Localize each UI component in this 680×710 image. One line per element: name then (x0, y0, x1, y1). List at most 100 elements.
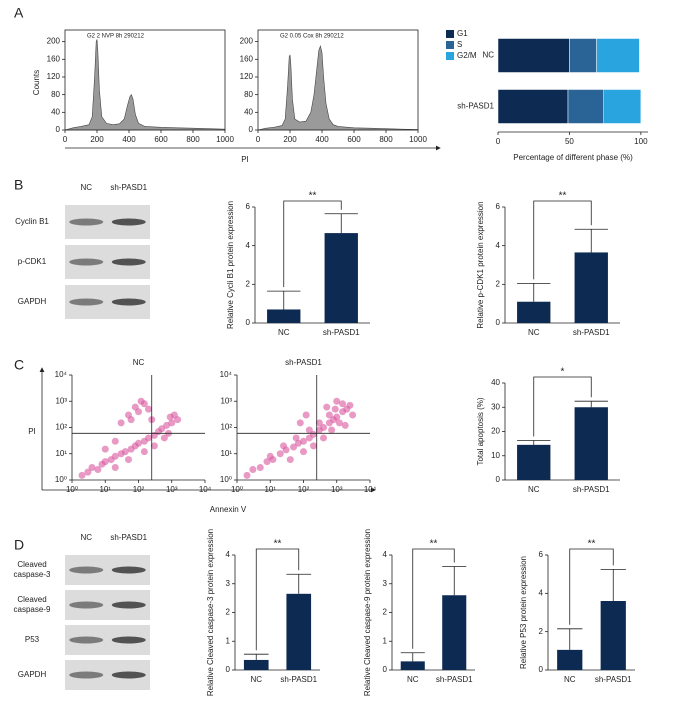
blot-column-label: NC (80, 533, 93, 542)
scatter-point (101, 445, 109, 453)
x-tick-label: 800 (186, 135, 200, 144)
y-tick-label: 40 (244, 107, 253, 116)
y-tick-label: 30 (491, 402, 500, 411)
y-axis-label: Total apoptosis (%) (476, 397, 485, 465)
y-tick-label: 10² (55, 423, 67, 432)
x-tick-label: NC (528, 485, 540, 494)
y-tick-label: 0 (496, 318, 501, 327)
y-axis-label: Relative P53 protein expression (519, 556, 528, 669)
y-tick-label: 1 (383, 636, 388, 645)
y-tick-label: 80 (244, 90, 253, 99)
scatter-point (305, 426, 313, 434)
significance-label: * (561, 367, 565, 378)
scatter-point (300, 437, 307, 445)
y-tick-label: 3 (226, 579, 231, 588)
x-tick-label: 200 (90, 135, 104, 144)
scatter-point (249, 466, 257, 474)
scatter-point (145, 405, 153, 413)
legend-swatch (446, 30, 454, 38)
y-tick-label: 10³ (55, 396, 67, 405)
x-tick-label: 600 (154, 135, 168, 144)
blot-row-label: Cleaved caspase-3 (13, 560, 51, 579)
y-tick-label: 80 (51, 90, 60, 99)
scatter-point (341, 421, 349, 429)
scatter-point (325, 411, 333, 419)
x-tick-label: sh-PASD1 (436, 675, 473, 684)
category-label: NC (482, 51, 494, 60)
scatter-point (127, 416, 135, 424)
bar (286, 593, 312, 670)
y-tick-label: 2 (496, 279, 501, 288)
y-tick-label: 2 (539, 627, 544, 636)
x-tick-label: 1000 (216, 135, 234, 144)
scatter-point (111, 452, 119, 460)
legend-label: G1 (457, 29, 468, 38)
plot-title: G2 2 NVP 8h 290212 (87, 34, 145, 40)
significance-bracket (283, 200, 342, 288)
scatter-point (333, 413, 341, 421)
y-tick-label: 40 (51, 107, 60, 116)
scatter-point (145, 434, 153, 442)
y-tick-label: 0 (56, 125, 61, 134)
y-axis-label: Relative p-CDK1 protein expression (476, 201, 485, 328)
blot-band (111, 566, 146, 574)
y-tick-label: 10¹ (220, 449, 232, 458)
scatter-point (296, 419, 304, 427)
x-tick-label: NC (564, 675, 576, 684)
x-tick-label: sh-PASD1 (595, 675, 632, 684)
panel-label: B (14, 177, 23, 193)
x-tick-label: 0 (496, 137, 501, 146)
y-tick-label: 1 (226, 636, 231, 645)
bar (574, 407, 608, 480)
blot-band (69, 601, 104, 609)
x-tick-label: sh-PASD1 (573, 485, 610, 494)
x-tick-label: 600 (347, 135, 361, 144)
scatter-point (111, 437, 119, 445)
x-tick-label: 0 (63, 135, 68, 144)
histogram-area (64, 39, 226, 131)
x-tick-label: NC (278, 328, 290, 337)
plot-frame (257, 29, 419, 131)
significance-bracket (569, 548, 614, 625)
panel-label: C (14, 357, 24, 373)
x-axis-label: Annexin V (210, 505, 247, 514)
scatter-point (111, 463, 119, 471)
x-tick-label: sh-PASD1 (280, 675, 317, 684)
scatter-point (339, 400, 347, 408)
y-tick-label: 200 (47, 37, 61, 46)
bar (324, 233, 358, 323)
y-tick-label: 160 (47, 54, 61, 63)
x-tick-label: 10³ (331, 485, 343, 494)
y-tick-label: 120 (47, 72, 61, 81)
y-tick-label: 0 (539, 665, 544, 674)
significance-label: ** (309, 191, 317, 202)
blot-row-label: p-CDK1 (17, 257, 47, 266)
y-tick-label: 4 (496, 241, 501, 250)
scatter-point (286, 456, 294, 464)
blot-column-label: sh-PASD1 (110, 183, 148, 192)
x-tick-label: 800 (379, 135, 393, 144)
x-tick-label: 10⁰ (231, 485, 243, 494)
scatter-point (320, 434, 328, 442)
blot-column-label: sh-PASD1 (110, 533, 148, 542)
significance-bracket (255, 548, 300, 651)
blot-band (111, 258, 146, 266)
blot-band (69, 636, 104, 644)
y-tick-label: 0 (496, 475, 501, 484)
scatter-point (266, 452, 274, 460)
y-tick-label: 160 (240, 54, 254, 63)
y-tick-label: 10³ (220, 396, 232, 405)
scatter-point (84, 468, 92, 476)
scatter-point (168, 419, 176, 427)
scatter-point (243, 471, 251, 479)
scatter-point (320, 424, 328, 431)
bar (517, 444, 551, 480)
scatter-point (78, 471, 86, 479)
y-tick-label: 10⁴ (55, 370, 68, 379)
x-axis-label: PI (241, 155, 249, 164)
y-tick-label: 4 (383, 550, 388, 559)
scatter-point (160, 434, 168, 442)
significance-label: ** (588, 539, 596, 550)
y-tick-label: 120 (240, 72, 254, 81)
